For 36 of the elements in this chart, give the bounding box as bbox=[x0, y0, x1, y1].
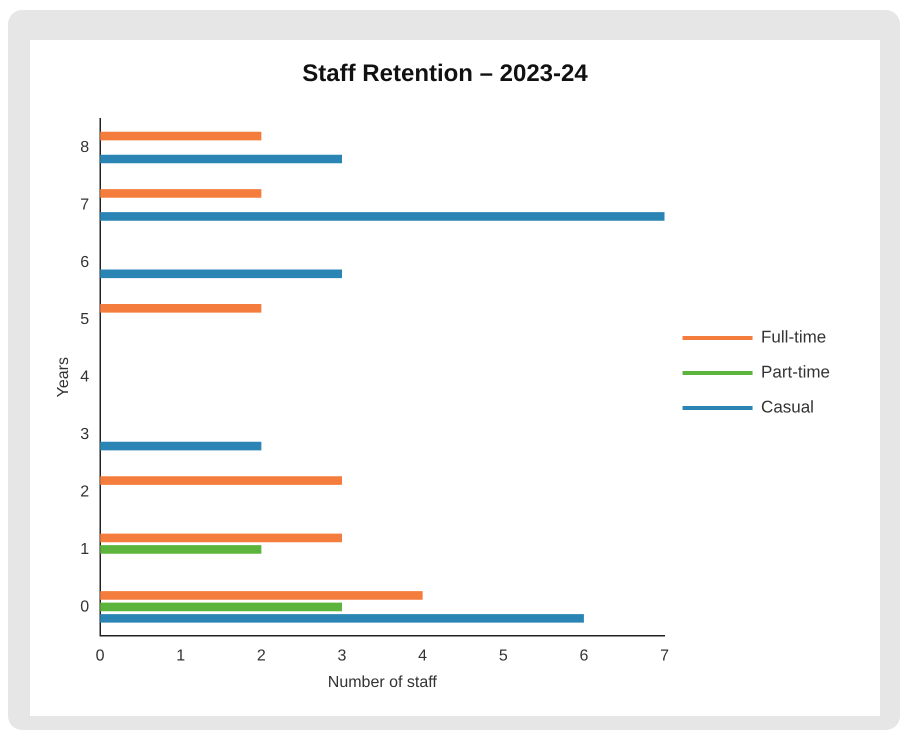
x-tick-label: 1 bbox=[176, 648, 186, 665]
y-tick-label: 7 bbox=[80, 196, 90, 214]
chart-title: Staff Retention – 2023-24 bbox=[302, 60, 588, 88]
y-tick-label: 6 bbox=[80, 254, 90, 271]
bar bbox=[100, 602, 342, 612]
x-tick-label: 3 bbox=[338, 648, 347, 665]
legend-label: Full-time bbox=[761, 328, 826, 347]
x-tick-label: 6 bbox=[579, 648, 588, 665]
y-tick-label: 3 bbox=[80, 426, 90, 444]
bar bbox=[100, 591, 423, 600]
bar bbox=[100, 212, 665, 221]
bar bbox=[100, 189, 262, 198]
x-tick-label: 5 bbox=[498, 648, 508, 665]
x-tick-label: 4 bbox=[418, 648, 428, 665]
y-tick-label: 0 bbox=[80, 598, 90, 616]
y-tick-label: 1 bbox=[80, 540, 90, 558]
bar bbox=[100, 476, 342, 485]
bar bbox=[100, 132, 262, 140]
bar bbox=[100, 442, 262, 450]
legend-label: Casual bbox=[761, 398, 814, 417]
bar bbox=[100, 614, 584, 623]
bar bbox=[100, 270, 342, 278]
y-axis-title: Years bbox=[55, 357, 72, 398]
bar bbox=[100, 545, 262, 554]
bar bbox=[100, 304, 262, 313]
x-axis-title: Number of staff bbox=[328, 674, 438, 691]
x-tick-label: 7 bbox=[660, 648, 670, 665]
x-tick-label: 2 bbox=[256, 648, 266, 665]
y-tick-label: 5 bbox=[80, 311, 90, 328]
x-tick-label: 0 bbox=[96, 648, 105, 665]
y-tick-label: 4 bbox=[80, 368, 90, 386]
y-tick-label: 2 bbox=[80, 483, 90, 500]
bar bbox=[100, 154, 342, 164]
y-tick-label: 8 bbox=[80, 138, 90, 156]
legend-label: Part-time bbox=[761, 362, 830, 382]
bar bbox=[100, 534, 342, 542]
